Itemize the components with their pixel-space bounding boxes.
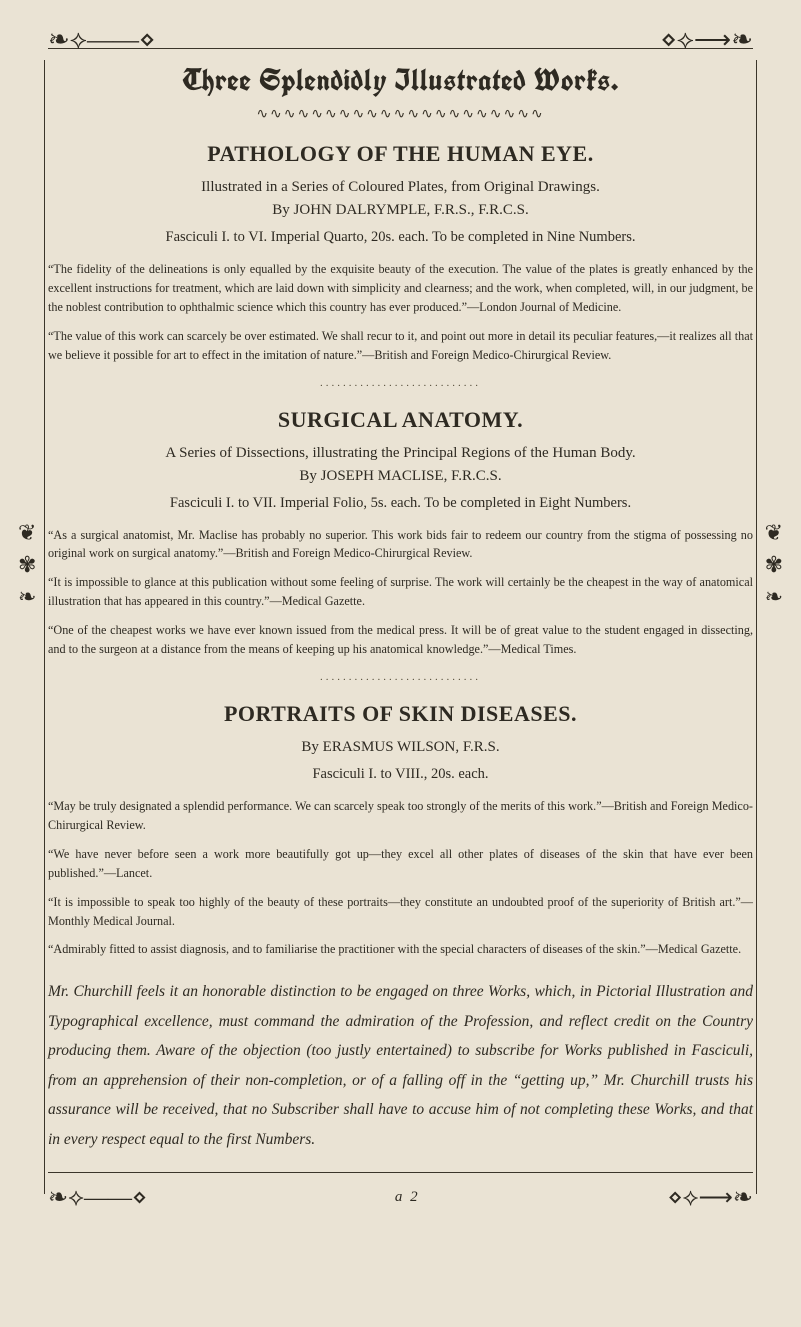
section3-quote-3: “It is impossible to speak too highly of… [48, 893, 753, 931]
flower-icon: ✾ [765, 552, 783, 578]
signature-mark: a 2 [147, 1189, 668, 1206]
ornament-top-right-icon: ⋄⟡⟶❧ [660, 27, 753, 53]
section1-quote-1: “The fidelity of the delineations is onl… [48, 260, 753, 317]
section1-subtitle: Illustrated in a Series of Coloured Plat… [48, 179, 753, 196]
separator-dots-2-icon: ............................ [48, 671, 753, 683]
section3-byline: By ERASMUS WILSON, F.R.S. [48, 739, 753, 756]
publisher-blurb: Mr. Churchill feels it an honorable dist… [48, 977, 753, 1154]
wave-ornament-icon: ∿∿∿∿∿∿∿∿∿∿∿∿∿∿∿∿∿∿∿∿∿ [48, 106, 753, 123]
flower-icon: ✾ [18, 552, 36, 578]
leaf-icon: ❦ [18, 520, 36, 546]
ornament-top-left-icon: ❧⟡——⋄ [48, 27, 155, 53]
vine-icon: ❧ [18, 584, 36, 610]
section2-quote-1: “As a surgical anatomist, Mr. Maclise ha… [48, 526, 753, 564]
side-ornaments-left: ❦ ✾ ❧ [18, 520, 36, 610]
section2-fasciculi: Fasciculi I. to VII. Imperial Folio, 5s.… [48, 495, 753, 512]
section3-title: PORTRAITS OF SKIN DISEASES. [48, 701, 753, 727]
section2-quote-3: “One of the cheapest works we have ever … [48, 621, 753, 659]
ornament-bottom-left-icon: ❧⟡——⋄ [48, 1183, 147, 1212]
vine-icon: ❧ [765, 584, 783, 610]
leaf-icon: ❦ [765, 520, 783, 546]
section2-byline: By JOSEPH MACLISE, F.R.C.S. [48, 468, 753, 485]
section3-quote-1: “May be truly designated a splendid perf… [48, 797, 753, 835]
separator-dots-1-icon: ............................ [48, 377, 753, 389]
section1-byline: By JOHN DALRYMPLE, F.R.S., F.R.C.S. [48, 202, 753, 219]
section1-title: PATHOLOGY OF THE HUMAN EYE. [48, 141, 753, 167]
section2-quote-2: “It is impossible to glance at this publ… [48, 573, 753, 611]
section3-quote-2: “We have never before seen a work more b… [48, 845, 753, 883]
section1-fasciculi: Fasciculi I. to VI. Imperial Quarto, 20s… [48, 229, 753, 246]
banner-title: Three Splendidly Illustrated Works. [48, 61, 753, 100]
page: ❧⟡——⋄ ⋄⟡⟶❧ Three Splendidly Illustrated … [0, 0, 801, 1232]
section2-subtitle: A Series of Dissections, illustrating th… [48, 445, 753, 462]
top-ornament-row: ❧⟡——⋄ ⋄⟡⟶❧ [48, 24, 753, 56]
section3-quote-4: “Admirably fitted to assist diagnosis, a… [48, 940, 753, 959]
section2-title: SURGICAL ANATOMY. [48, 407, 753, 433]
footer-row: ❧⟡——⋄ a 2 ⋄⟡⟶❧ [48, 1183, 753, 1212]
section1-quote-2: “The value of this work can scarcely be … [48, 327, 753, 365]
side-ornaments-right: ❦ ✾ ❧ [765, 520, 783, 610]
ornament-bottom-right-icon: ⋄⟡⟶❧ [668, 1183, 753, 1212]
section3-fasciculi: Fasciculi I. to VIII., 20s. each. [48, 766, 753, 783]
footer-rule [48, 1172, 753, 1173]
